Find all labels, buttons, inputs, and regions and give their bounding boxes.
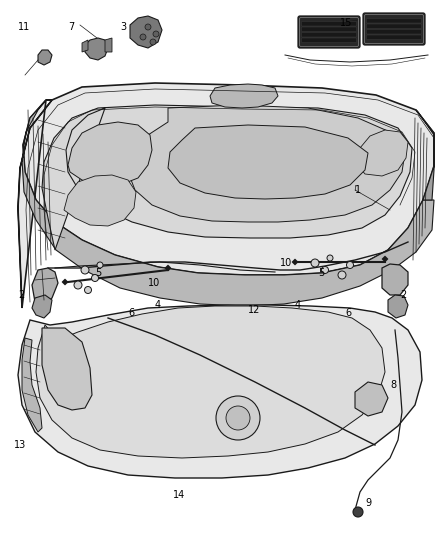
Polygon shape (85, 38, 108, 60)
Polygon shape (382, 256, 388, 262)
FancyBboxPatch shape (367, 35, 421, 39)
Circle shape (145, 24, 151, 30)
Polygon shape (38, 50, 52, 65)
FancyBboxPatch shape (301, 38, 357, 43)
Circle shape (97, 262, 103, 268)
Circle shape (321, 266, 328, 273)
Text: 3: 3 (120, 22, 126, 32)
Circle shape (338, 271, 346, 279)
FancyBboxPatch shape (363, 13, 425, 45)
Text: 14: 14 (173, 490, 185, 500)
Circle shape (85, 287, 92, 294)
Text: 6: 6 (345, 308, 351, 318)
Polygon shape (42, 105, 412, 250)
Polygon shape (18, 100, 434, 308)
Polygon shape (355, 130, 408, 176)
FancyBboxPatch shape (301, 21, 357, 26)
FancyBboxPatch shape (367, 29, 421, 34)
Circle shape (74, 281, 82, 289)
Text: 4: 4 (295, 300, 301, 310)
Circle shape (92, 274, 99, 281)
Polygon shape (416, 110, 434, 200)
Circle shape (216, 396, 260, 440)
Polygon shape (18, 83, 434, 308)
Polygon shape (382, 264, 408, 295)
Text: 9: 9 (365, 498, 371, 508)
Polygon shape (128, 105, 405, 222)
Text: 2: 2 (18, 290, 24, 300)
Polygon shape (64, 175, 136, 226)
Polygon shape (18, 305, 422, 478)
Circle shape (226, 406, 250, 430)
Text: 12: 12 (248, 305, 260, 315)
FancyBboxPatch shape (301, 27, 357, 31)
Polygon shape (32, 268, 58, 305)
Circle shape (81, 266, 89, 274)
Text: 7: 7 (68, 22, 74, 32)
FancyBboxPatch shape (301, 33, 357, 37)
Polygon shape (165, 265, 171, 271)
Polygon shape (62, 279, 68, 285)
FancyBboxPatch shape (298, 16, 360, 48)
Polygon shape (42, 328, 92, 410)
Polygon shape (210, 84, 278, 108)
Text: 5: 5 (95, 268, 101, 278)
Circle shape (327, 255, 333, 261)
Polygon shape (36, 306, 385, 458)
Polygon shape (388, 295, 408, 318)
Text: 5: 5 (318, 268, 324, 278)
Text: 6: 6 (128, 308, 134, 318)
FancyBboxPatch shape (367, 24, 421, 28)
Polygon shape (292, 259, 298, 265)
Text: 10: 10 (280, 258, 292, 268)
Polygon shape (22, 338, 42, 432)
Circle shape (311, 259, 319, 267)
Circle shape (150, 39, 156, 45)
Polygon shape (82, 40, 88, 52)
Circle shape (140, 34, 146, 40)
Text: 8: 8 (390, 380, 396, 390)
Polygon shape (32, 295, 52, 318)
Text: 2: 2 (400, 290, 406, 300)
Text: 15: 15 (340, 18, 353, 28)
Text: 4: 4 (155, 300, 161, 310)
Text: 1: 1 (355, 185, 361, 195)
Circle shape (353, 507, 363, 517)
FancyBboxPatch shape (367, 19, 421, 23)
Polygon shape (168, 125, 368, 199)
Polygon shape (130, 16, 162, 48)
Text: 13: 13 (14, 440, 26, 450)
Polygon shape (68, 122, 152, 186)
Polygon shape (355, 382, 388, 416)
Circle shape (153, 31, 159, 37)
Polygon shape (105, 38, 112, 52)
Circle shape (346, 262, 353, 269)
Text: 10: 10 (148, 278, 160, 288)
Text: 11: 11 (18, 22, 30, 32)
